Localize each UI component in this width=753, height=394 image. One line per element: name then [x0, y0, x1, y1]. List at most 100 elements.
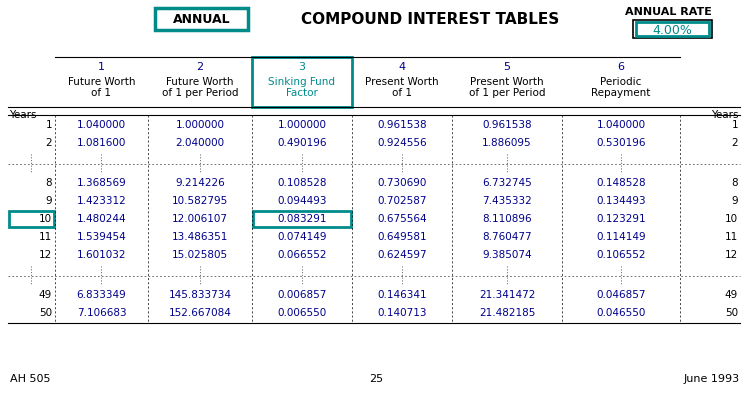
Bar	[633, 20, 712, 38]
Text: 0.924556: 0.924556	[377, 138, 427, 148]
Text: Present Worth: Present Worth	[470, 77, 544, 87]
Bar	[636, 22, 709, 36]
Text: 13.486351: 13.486351	[172, 232, 228, 242]
Text: 0.114149: 0.114149	[596, 232, 646, 242]
Text: 9.214226: 9.214226	[175, 178, 225, 188]
Text: 1.000000: 1.000000	[278, 120, 327, 130]
Text: ANNUAL RATE: ANNUAL RATE	[624, 7, 712, 17]
Text: 9.385074: 9.385074	[482, 250, 532, 260]
Text: 49: 49	[38, 290, 52, 300]
Text: Future Worth: Future Worth	[68, 77, 136, 87]
Text: 2.040000: 2.040000	[175, 138, 224, 148]
Text: 1.886095: 1.886095	[482, 138, 532, 148]
Text: 11: 11	[724, 232, 738, 242]
Text: 152.667084: 152.667084	[169, 308, 231, 318]
Text: 4: 4	[398, 62, 406, 72]
Text: of 1 per Period: of 1 per Period	[469, 88, 545, 98]
Text: 0.148528: 0.148528	[596, 178, 646, 188]
Text: 0.702587: 0.702587	[377, 196, 427, 206]
Text: 0.146341: 0.146341	[377, 290, 427, 300]
Text: 0.046857: 0.046857	[596, 290, 646, 300]
Text: 8.110896: 8.110896	[482, 214, 532, 224]
Text: 6: 6	[617, 62, 624, 72]
Text: 15.025805: 15.025805	[172, 250, 228, 260]
Text: 10.582795: 10.582795	[172, 196, 228, 206]
Text: COMPOUND INTEREST TABLES: COMPOUND INTEREST TABLES	[301, 11, 559, 26]
Text: ANNUAL: ANNUAL	[172, 13, 230, 26]
Text: 0.649581: 0.649581	[377, 232, 427, 242]
Text: 8: 8	[731, 178, 738, 188]
Text: 0.961538: 0.961538	[482, 120, 532, 130]
Text: 145.833734: 145.833734	[169, 290, 231, 300]
Text: 8: 8	[45, 178, 52, 188]
Text: 25: 25	[370, 374, 383, 384]
Text: 0.961538: 0.961538	[377, 120, 427, 130]
Text: 0.490196: 0.490196	[277, 138, 327, 148]
Text: 1: 1	[98, 62, 105, 72]
Text: 1.539454: 1.539454	[77, 232, 127, 242]
Bar	[252, 57, 352, 107]
Text: 0.094493: 0.094493	[277, 196, 327, 206]
Text: 0.134493: 0.134493	[596, 196, 646, 206]
Text: 50: 50	[39, 308, 52, 318]
Text: June 1993: June 1993	[684, 374, 740, 384]
Text: 49: 49	[724, 290, 738, 300]
Text: 3: 3	[298, 62, 306, 72]
Text: 5: 5	[504, 62, 511, 72]
Text: 4.00%: 4.00%	[653, 24, 693, 37]
Text: Repayment: Repayment	[591, 88, 651, 98]
Text: 2: 2	[45, 138, 52, 148]
Text: AH 505: AH 505	[10, 374, 50, 384]
Text: 1.601032: 1.601032	[77, 250, 127, 260]
Text: 0.083291: 0.083291	[277, 214, 327, 224]
Text: 11: 11	[38, 232, 52, 242]
Text: 6.732745: 6.732745	[482, 178, 532, 188]
Text: 12.006107: 12.006107	[172, 214, 228, 224]
Text: 7.435332: 7.435332	[482, 196, 532, 206]
Text: 7.106683: 7.106683	[77, 308, 127, 318]
Text: 1.423312: 1.423312	[77, 196, 127, 206]
Text: 1.081600: 1.081600	[77, 138, 127, 148]
Text: Sinking Fund: Sinking Fund	[269, 77, 336, 87]
Text: 10: 10	[39, 214, 52, 224]
Text: 50: 50	[725, 308, 738, 318]
Text: 1: 1	[731, 120, 738, 130]
Text: 21.341472: 21.341472	[479, 290, 535, 300]
Bar	[253, 211, 351, 227]
Text: Years: Years	[9, 110, 36, 120]
Text: Years: Years	[712, 110, 739, 120]
Text: 0.140713: 0.140713	[377, 308, 427, 318]
Text: 1: 1	[45, 120, 52, 130]
Bar	[9, 211, 54, 227]
Text: of 1: of 1	[392, 88, 412, 98]
Text: Periodic: Periodic	[600, 77, 642, 87]
Text: 0.006857: 0.006857	[277, 290, 327, 300]
Text: 0.046550: 0.046550	[596, 308, 645, 318]
Bar	[155, 8, 248, 30]
Text: 10: 10	[725, 214, 738, 224]
Text: 0.123291: 0.123291	[596, 214, 646, 224]
Text: 2: 2	[731, 138, 738, 148]
Text: 9: 9	[731, 196, 738, 206]
Text: 8.760477: 8.760477	[482, 232, 532, 242]
Text: Factor: Factor	[286, 88, 318, 98]
Text: 12: 12	[38, 250, 52, 260]
Text: Future Worth: Future Worth	[166, 77, 233, 87]
Text: Present Worth: Present Worth	[365, 77, 439, 87]
Text: 0.108528: 0.108528	[277, 178, 327, 188]
Text: 0.074149: 0.074149	[277, 232, 327, 242]
Text: 1.480244: 1.480244	[77, 214, 127, 224]
Text: 1.040000: 1.040000	[77, 120, 126, 130]
Text: 1.040000: 1.040000	[596, 120, 645, 130]
Text: 0.006550: 0.006550	[277, 308, 327, 318]
Text: 0.730690: 0.730690	[377, 178, 427, 188]
Text: 1.000000: 1.000000	[175, 120, 224, 130]
Text: of 1 per Period: of 1 per Period	[162, 88, 238, 98]
Text: 0.624597: 0.624597	[377, 250, 427, 260]
Text: 0.066552: 0.066552	[277, 250, 327, 260]
Text: 0.106552: 0.106552	[596, 250, 646, 260]
Text: 12: 12	[724, 250, 738, 260]
Text: 9: 9	[45, 196, 52, 206]
Text: 1.368569: 1.368569	[77, 178, 127, 188]
Text: 0.530196: 0.530196	[596, 138, 646, 148]
